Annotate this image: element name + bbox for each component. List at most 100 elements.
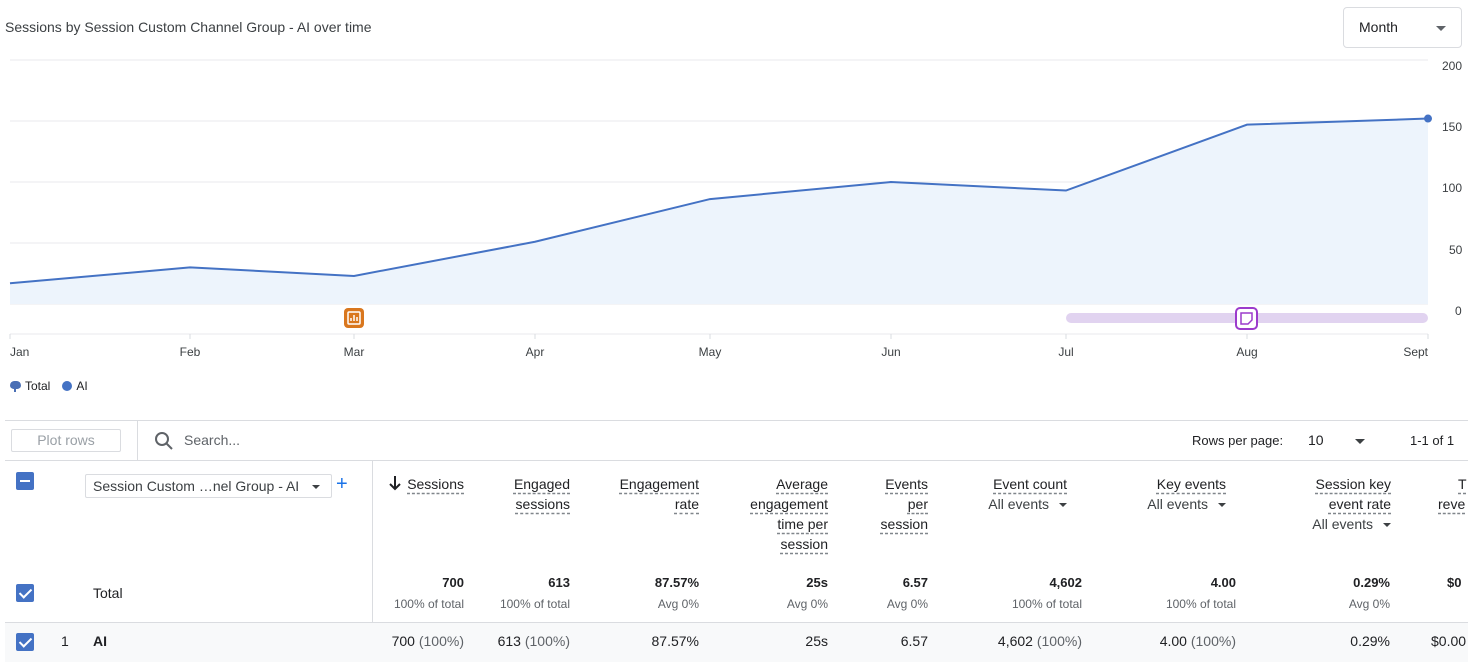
col-header-label: Events bbox=[885, 476, 928, 492]
total-sub: 100% of total bbox=[393, 597, 464, 611]
total-sub: Avg 0% bbox=[1348, 597, 1390, 611]
total-session-key-event-rate: 0.29% bbox=[1353, 575, 1390, 590]
rows-per-page-label: Rows per page: bbox=[1192, 433, 1284, 448]
col-header-label: Session key bbox=[1315, 476, 1391, 492]
plot-rows-button[interactable]: Plot rows bbox=[11, 429, 121, 452]
total-sub: 100% of total bbox=[499, 597, 570, 611]
event-filter-dropdown[interactable]: All events bbox=[1147, 496, 1226, 512]
x-tick-label: Aug bbox=[1236, 345, 1257, 359]
col-header-engaged-sessions[interactable]: Engaged sessions bbox=[480, 474, 570, 514]
divider bbox=[372, 461, 373, 662]
table-row[interactable] bbox=[5, 622, 1468, 662]
row-key-events: 4.00 (100%) bbox=[1116, 633, 1236, 649]
period-dropdown-value: Month bbox=[1359, 19, 1398, 35]
col-header-events-per-session[interactable]: Events per session bbox=[845, 474, 928, 534]
add-dimension-icon[interactable]: + bbox=[336, 473, 348, 495]
total-row-checkbox[interactable] bbox=[16, 584, 34, 602]
col-header-sessions[interactable]: Sessions bbox=[393, 474, 464, 494]
col-header-label: T bbox=[1458, 476, 1467, 492]
col-header-label: event rate bbox=[1328, 496, 1391, 512]
sort-descending-icon[interactable] bbox=[388, 475, 402, 491]
total-events-per-session: 6.57 bbox=[902, 575, 928, 590]
cell-percent: (100%) bbox=[524, 633, 570, 649]
legend-item-ai[interactable]: AI bbox=[62, 379, 88, 393]
col-header-key-events[interactable]: Key events All events bbox=[1100, 474, 1226, 514]
col-header-engagement-rate[interactable]: Engagement rate bbox=[590, 474, 699, 514]
select-all-checkbox[interactable] bbox=[16, 472, 34, 490]
col-header-label: Average bbox=[776, 476, 828, 492]
total-sessions: 700 bbox=[442, 575, 464, 590]
col-header-label: Event count bbox=[993, 476, 1067, 492]
row-events-per-session: 6.57 bbox=[900, 633, 928, 649]
cell-percent: (100%) bbox=[418, 633, 464, 649]
col-header-label: engagement bbox=[750, 496, 828, 512]
col-header-label: Engagement bbox=[619, 476, 699, 492]
x-tick-label: Feb bbox=[180, 345, 201, 359]
dimension-dropdown-value: Session Custom …nel Group - AI bbox=[93, 478, 300, 494]
rows-per-page-select[interactable]: 10 bbox=[1308, 432, 1324, 448]
legend-label: Total bbox=[25, 379, 51, 393]
period-dropdown[interactable]: Month bbox=[1343, 7, 1462, 48]
cell-percent: (100%) bbox=[1036, 633, 1082, 649]
col-header-label: session bbox=[780, 536, 828, 552]
chevron-down-icon bbox=[1436, 26, 1446, 31]
divider bbox=[5, 420, 1468, 421]
col-header-total-revenue[interactable]: T reve bbox=[1438, 474, 1468, 514]
col-header-session-key-event-rate[interactable]: Session key event rate All events bbox=[1250, 474, 1391, 534]
chart-legend: Total AI bbox=[10, 379, 88, 393]
col-header-avg-engagement-time[interactable]: Average engagement time per session bbox=[718, 474, 828, 554]
total-sub: 100% of total bbox=[1011, 597, 1082, 611]
row-event-count: 4,602 (100%) bbox=[962, 633, 1082, 649]
col-header-label: reve bbox=[1438, 496, 1466, 512]
cell-value: 4.00 bbox=[1159, 633, 1187, 649]
row-engaged-sessions: 613 (100%) bbox=[470, 633, 570, 649]
total-avg-engagement-time: 25s bbox=[806, 575, 828, 590]
col-header-label: sessions bbox=[515, 496, 570, 512]
data-point[interactable] bbox=[1424, 114, 1432, 123]
x-tick-label: Apr bbox=[526, 345, 545, 359]
row-index: 1 bbox=[61, 633, 69, 649]
total-row-label: Total bbox=[93, 585, 123, 601]
cell-percent: (100%) bbox=[1190, 633, 1236, 649]
event-filter-dropdown[interactable]: All events bbox=[988, 496, 1067, 512]
cell-value: 613 bbox=[497, 633, 521, 649]
divider bbox=[5, 460, 1468, 461]
legend-item-total[interactable]: Total bbox=[10, 379, 50, 393]
row-engagement-rate: 87.57% bbox=[651, 633, 699, 649]
cell-value: 4,602 bbox=[997, 633, 1033, 649]
row-session-key-event-rate: 0.29% bbox=[1350, 633, 1390, 649]
col-header-event-count[interactable]: Event count All events bbox=[945, 474, 1067, 514]
row-dimension-value[interactable]: AI bbox=[93, 633, 107, 649]
x-tick-label: Jul bbox=[1058, 345, 1073, 359]
x-tick-label: Mar bbox=[344, 345, 365, 359]
total-sub: 100% of total bbox=[1165, 597, 1236, 611]
search-input[interactable]: Search... bbox=[184, 432, 241, 448]
col-header-label: Engaged bbox=[513, 476, 570, 492]
total-key-events: 4.00 bbox=[1210, 575, 1236, 590]
y-tick-label: 150 bbox=[1442, 120, 1462, 134]
cell-value: 700 bbox=[391, 633, 415, 649]
total-engagement-rate: 87.57% bbox=[654, 575, 699, 590]
dot-icon bbox=[62, 381, 73, 391]
chevron-down-icon bbox=[312, 485, 320, 489]
col-header-label: rate bbox=[674, 496, 699, 512]
dimension-dropdown[interactable]: Session Custom …nel Group - AI bbox=[85, 474, 332, 498]
x-tick-label: Sept bbox=[1403, 345, 1428, 359]
annotation-marker-purple[interactable] bbox=[1235, 307, 1258, 330]
total-revenue: $0 bbox=[1447, 575, 1462, 590]
y-tick-label: 50 bbox=[1449, 243, 1463, 257]
row-checkbox[interactable] bbox=[16, 633, 34, 651]
col-header-label: Key events bbox=[1156, 476, 1226, 492]
page-range: 1-1 of 1 bbox=[1410, 433, 1455, 448]
annotation-marker-orange[interactable] bbox=[344, 308, 364, 328]
total-engaged-sessions: 613 bbox=[548, 575, 570, 590]
y-tick-label: 100 bbox=[1442, 181, 1462, 195]
series-area-total bbox=[10, 118, 1428, 304]
col-header-label: per bbox=[907, 496, 928, 512]
x-tick-label: Jan bbox=[10, 345, 29, 359]
chevron-down-icon[interactable] bbox=[1355, 439, 1365, 444]
event-filter-dropdown[interactable]: All events bbox=[1312, 516, 1391, 532]
y-tick-label: 200 bbox=[1442, 59, 1462, 73]
chart-title: Sessions by Session Custom Channel Group… bbox=[5, 19, 372, 35]
y-tick-labels: 200 150 100 50 0 bbox=[1442, 59, 1463, 318]
